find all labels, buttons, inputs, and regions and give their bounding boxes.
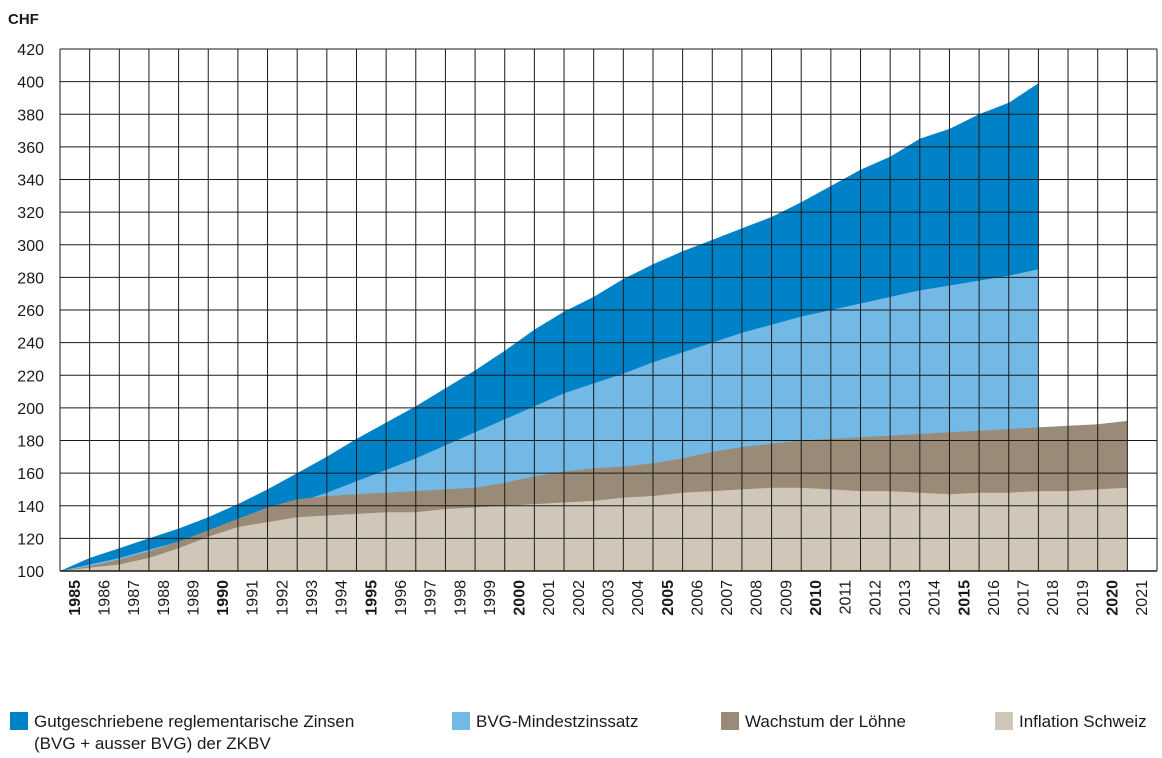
legend-item-credited-interest: Gutgeschriebene reglementarische Zinsen …: [10, 711, 354, 755]
y-tick-label: 240: [17, 336, 44, 353]
legend-label-wage-growth: Wachstum der Löhne: [745, 712, 906, 731]
x-tick-label: 2021: [1134, 580, 1151, 616]
x-tick-label: 1987: [126, 580, 143, 616]
x-tick-label: 1996: [393, 580, 410, 616]
x-tick-label: 1999: [482, 580, 499, 616]
x-tick-label: 1993: [304, 580, 321, 616]
legend-label-credited-interest: Gutgeschriebene reglementarische Zinsen …: [34, 712, 355, 753]
x-tick-label: 2018: [1045, 580, 1062, 616]
legend-swatch-bvg-minimum-rate: [452, 712, 470, 730]
x-tick-label: 2019: [1075, 580, 1092, 616]
y-tick-label: 140: [17, 499, 44, 516]
y-tick-label: 400: [17, 75, 44, 92]
gridlines: [59, 48, 1158, 572]
y-tick-label: 200: [17, 401, 44, 418]
x-tick-label: 2014: [927, 580, 944, 616]
x-tick-label: 2004: [630, 580, 647, 616]
y-tick-label: 380: [17, 107, 44, 124]
y-tick-label: 180: [17, 434, 44, 451]
legend-item-bvg-minimum-rate: BVG-Mindestzinssatz: [452, 711, 639, 733]
x-tick-label: 2011: [838, 580, 855, 615]
chart-legend: Gutgeschriebene reglementarische Zinsen …: [0, 711, 1162, 753]
x-tick-label: 1995: [363, 580, 380, 616]
x-tick-label: 2006: [689, 580, 706, 616]
legend-label-bvg-minimum-rate: BVG-Mindestzinssatz: [476, 712, 639, 731]
x-tick-label: 1998: [452, 580, 469, 616]
legend-swatch-credited-interest: [10, 712, 28, 730]
x-tick-label: 2008: [749, 580, 766, 616]
x-tick-label: 2003: [601, 580, 618, 616]
y-tick-label: 320: [17, 205, 44, 222]
x-tick-label: 1986: [96, 580, 113, 616]
x-tick-label: 2009: [778, 580, 795, 616]
x-tick-label: 1997: [423, 580, 440, 616]
y-axis-ticks: 100 120 140 160 180 200 220 240 260 280 300 320 340 3…: [17, 42, 44, 581]
y-tick-label: 120: [17, 531, 44, 548]
x-tick-label: 1992: [274, 580, 291, 616]
legend-swatch-inflation: [995, 712, 1013, 730]
y-tick-label: 300: [17, 238, 44, 255]
x-tick-label: 2002: [571, 580, 588, 616]
x-tick-label: 2001: [541, 580, 558, 616]
x-tick-label: 1991: [245, 580, 262, 616]
x-tick-label: 2000: [512, 580, 529, 616]
chart-canvas: CHF 100 120 140 160 180 200 220 240 260 280 300 320…: [8, 11, 1158, 616]
y-tick-label: 360: [17, 140, 44, 157]
x-tick-label: 2015: [956, 580, 973, 616]
x-tick-label: 2013: [897, 580, 914, 616]
x-tick-label: 2016: [986, 580, 1003, 616]
legend-item-wage-growth: Wachstum der Löhne: [721, 711, 906, 733]
x-tick-label: 2017: [1016, 580, 1033, 616]
x-axis-ticks: 1985 1986 1987 1988 1989 1990 1991 1992 1993 1994…: [67, 580, 1151, 616]
legend-label-inflation: Inflation Schweiz: [1019, 712, 1147, 731]
y-tick-label: 340: [17, 173, 44, 190]
x-tick-label: 1985: [67, 580, 84, 616]
y-tick-label: 100: [17, 564, 44, 581]
y-tick-label: 420: [17, 42, 44, 59]
x-tick-label: 2010: [808, 580, 825, 616]
y-tick-label: 260: [17, 303, 44, 320]
y-axis-unit-label: CHF: [8, 11, 39, 28]
x-tick-label: 2007: [719, 580, 736, 616]
x-tick-label: 2020: [1105, 580, 1122, 616]
x-tick-label: 1989: [185, 580, 202, 616]
x-tick-label: 1994: [334, 580, 351, 616]
x-tick-label: 1988: [156, 580, 173, 616]
x-tick-label: 2012: [867, 580, 884, 616]
y-tick-label: 280: [17, 270, 44, 287]
x-tick-label: 1990: [215, 580, 232, 616]
legend-item-inflation: Inflation Schweiz: [995, 711, 1147, 733]
y-tick-label: 160: [17, 466, 44, 483]
x-tick-label: 2005: [660, 580, 677, 616]
y-tick-label: 220: [17, 368, 44, 385]
legend-swatch-wage-growth: [721, 712, 739, 730]
